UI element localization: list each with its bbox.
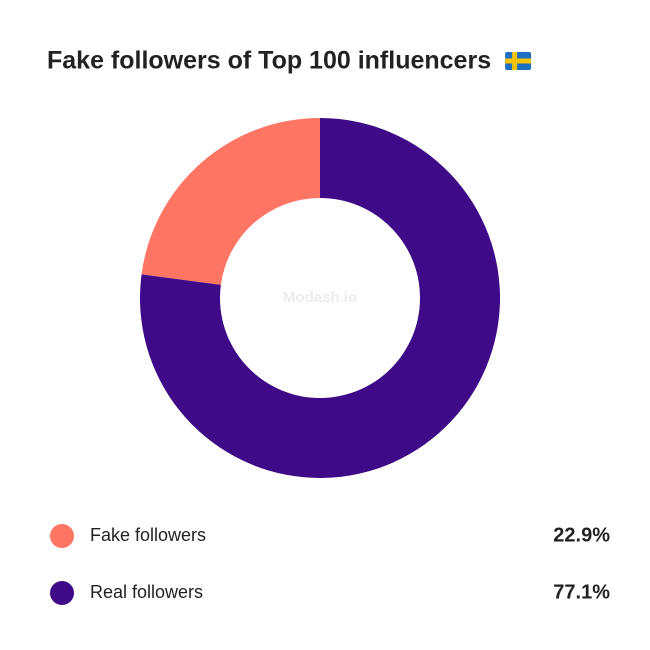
value-label: 77.1% <box>553 581 610 603</box>
value-label: 22.9% <box>553 524 610 546</box>
donut <box>140 118 501 479</box>
flag-cross <box>505 58 532 64</box>
legend-label: Real followers <box>90 582 203 602</box>
legend: Fake followers 22.9% Real followers 77.1% <box>50 524 610 605</box>
legend-swatch <box>50 581 74 605</box>
donut-slice <box>140 118 501 479</box>
watermark: Modash.io <box>283 289 357 306</box>
legend-label: Fake followers <box>90 525 206 545</box>
donut-slice <box>141 118 320 285</box>
legend-swatch <box>50 524 74 548</box>
flag-icon <box>505 52 532 70</box>
chart-title: Fake followers of Top 100 influencers <box>47 47 491 75</box>
